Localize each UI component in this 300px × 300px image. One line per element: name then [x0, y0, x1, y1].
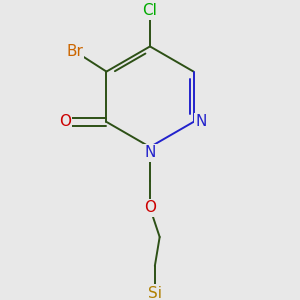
Text: Si: Si	[148, 286, 162, 300]
Text: Br: Br	[66, 44, 83, 59]
Text: Cl: Cl	[142, 3, 158, 18]
Text: N: N	[196, 114, 207, 129]
Text: O: O	[144, 200, 156, 215]
Text: N: N	[144, 145, 156, 160]
Text: O: O	[59, 114, 71, 129]
